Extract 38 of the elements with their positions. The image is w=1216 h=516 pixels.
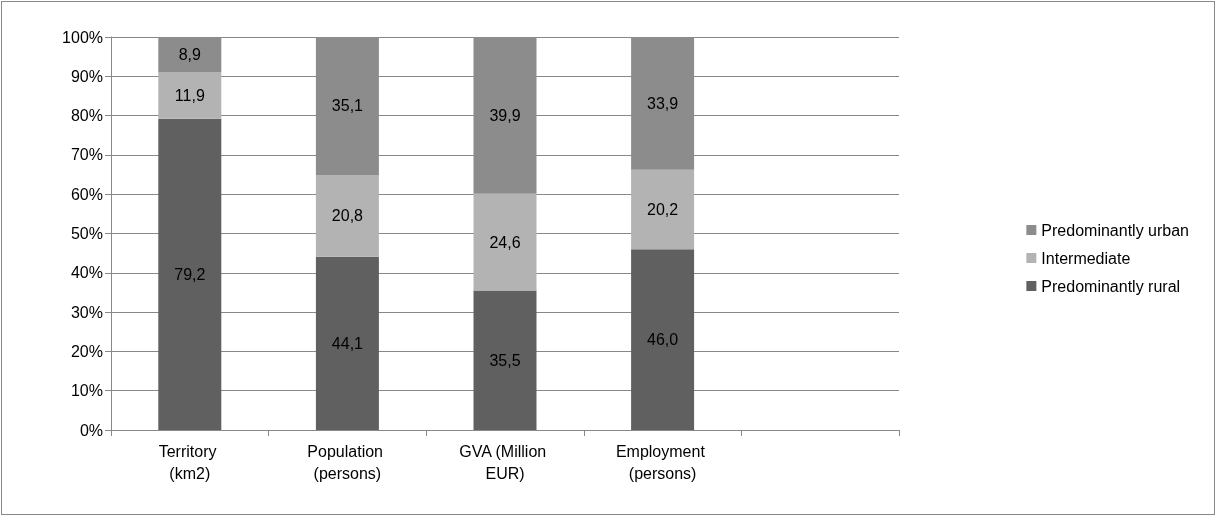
bar [315, 174, 379, 257]
legend-label: Predominantly rural [1041, 277, 1181, 295]
bar [631, 169, 695, 250]
bar [315, 256, 379, 430]
y-tick-label: 90% [70, 67, 103, 85]
data-label: 39,9 [489, 106, 521, 124]
y-tick-label: 70% [70, 146, 103, 164]
data-label: 46,0 [647, 331, 679, 349]
data-label: 20,2 [647, 201, 679, 219]
data-label: 35,5 [489, 351, 521, 369]
y-tick-label: 80% [70, 107, 103, 125]
x-tick-label: Territory (km2) [158, 442, 221, 482]
data-label: 35,1 [331, 97, 364, 115]
legend-label: Intermediate [1041, 249, 1131, 267]
bar [158, 118, 222, 430]
y-tick-label: 40% [70, 264, 103, 282]
data-label: 20,8 [331, 207, 364, 225]
data-label: 79,2 [174, 265, 206, 283]
data-label: 8,9 [178, 45, 202, 63]
data-label: 33,9 [647, 94, 679, 112]
bar [631, 249, 695, 430]
x-tick-label: GVA (Million EUR) [459, 442, 551, 482]
y-tick-label: 60% [70, 185, 103, 203]
data-label: 44,1 [331, 334, 364, 352]
legend-label: Predominantly urban [1041, 221, 1189, 239]
bar [473, 193, 537, 291]
y-tick-label: 0% [79, 421, 103, 439]
y-tick-label: 20% [70, 342, 103, 360]
bar [158, 71, 222, 119]
y-tick-label: 10% [70, 382, 103, 400]
x-tick-label: Employment (persons) [615, 442, 710, 482]
data-label: 24,6 [489, 233, 521, 251]
y-tick-label: 100% [62, 28, 103, 46]
y-tick-label: 50% [70, 225, 103, 242]
data-label: 11,9 [174, 86, 205, 104]
y-tick-label: 30% [70, 303, 103, 321]
bar [473, 290, 537, 430]
x-tick-label: Population (persons) [307, 442, 388, 482]
